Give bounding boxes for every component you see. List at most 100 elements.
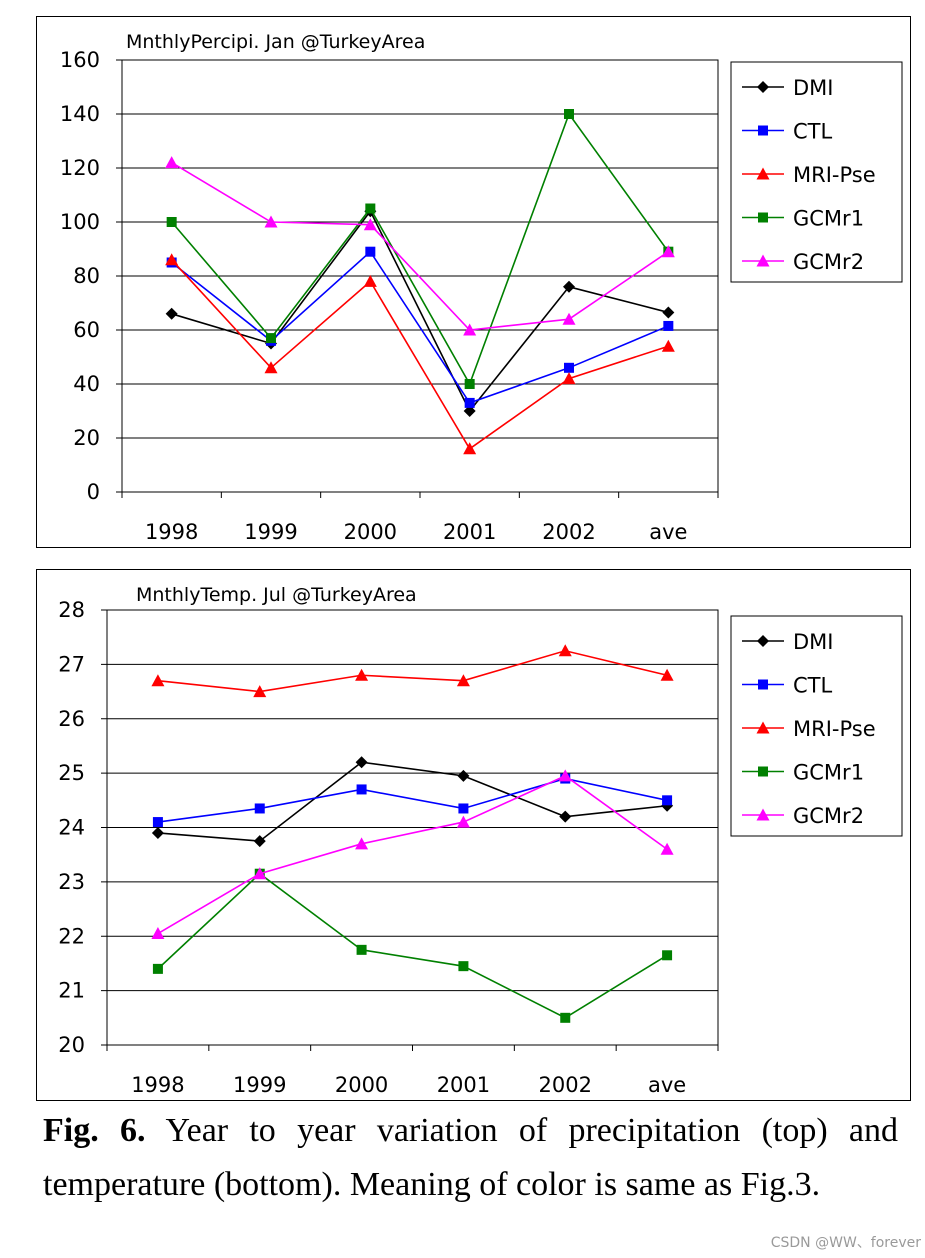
data-point-gcmr1 — [464, 379, 475, 389]
data-point-gcmr1 — [166, 217, 177, 227]
y-tick-label: 24 — [58, 816, 85, 840]
temperature-chart: MnthlyTemp. Jul @TurkeyArea 20 21 22 23 24 25 2… — [58, 584, 903, 1097]
legend-marker — [757, 635, 769, 647]
legend-item-gcmr2: GCMr2 — [742, 804, 864, 828]
watermark: CSDN @WW、forever — [770, 1235, 921, 1251]
legend-marker — [758, 212, 768, 223]
data-point-gcmr1 — [365, 203, 376, 214]
data-point-mri-pse — [660, 668, 674, 681]
x-tick-label: 2001 — [443, 520, 496, 544]
data-point-gcmr2 — [151, 927, 165, 940]
data-point-gcmr2 — [660, 842, 674, 855]
data-point-gcmr1 — [356, 944, 367, 955]
legend-item-ctl: CTL — [742, 674, 832, 698]
data-point-gcmr1 — [458, 961, 469, 972]
data-point-dmi — [559, 810, 572, 823]
y-tick-label: 160 — [60, 48, 100, 72]
data-point-mri-pse — [363, 274, 377, 287]
x-tick-label: ave — [648, 1073, 686, 1097]
data-point-mri-pse — [264, 361, 278, 374]
data-point-gcmr2 — [253, 867, 267, 880]
y-tick-label: 23 — [58, 870, 85, 894]
series-line-mri-pse — [171, 259, 669, 450]
y-tick-label: 28 — [58, 598, 85, 622]
x-tick-label: 1998 — [145, 520, 198, 544]
x-tick-label: 2002 — [542, 520, 595, 544]
series-gcmr2 — [165, 156, 675, 336]
y-tick-label: 20 — [58, 1033, 85, 1057]
data-point-ctl — [564, 362, 574, 373]
data-point-gcmr1 — [152, 963, 163, 974]
precipitation-chart-panel: MnthlyPercipi. Jan @TurkeyArea 0 20 40 60 80 1… — [36, 16, 911, 548]
data-point-ctl — [356, 784, 367, 795]
data-point-ctl — [458, 803, 469, 814]
legend-label: CTL — [793, 674, 832, 698]
data-point-gcmr1 — [266, 333, 276, 344]
legend-marker — [758, 125, 768, 136]
x-tick-label: 1999 — [233, 1073, 286, 1097]
legend-box — [730, 61, 903, 283]
series-line-gcmr1 — [171, 112, 669, 386]
data-point-dmi — [457, 769, 470, 782]
y-tick-label: 100 — [60, 210, 100, 234]
chart-title: MnthlyPercipi. Jan @TurkeyArea — [126, 31, 425, 53]
legend-item-dmi: DMI — [742, 630, 833, 654]
series-line-gcmr1 — [157, 872, 668, 1019]
data-point-gcmr1 — [662, 950, 673, 961]
caption-text: Year to year variation of precipitation … — [43, 1112, 898, 1203]
legend: DMI CTL MRI-Pse GCMr1 GCMr2 — [730, 615, 903, 837]
legend: DMI CTL MRI-Pse GCMr1 GCMr2 — [730, 61, 903, 283]
data-point-dmi — [662, 306, 675, 319]
legend-label: GCMr2 — [793, 804, 864, 828]
legend-label: MRI-Pse — [793, 163, 876, 187]
y-tick-label: 80 — [73, 264, 100, 288]
legend-marker — [756, 167, 770, 180]
data-point-mri-pse — [562, 372, 576, 385]
y-tick-label: 27 — [58, 652, 85, 676]
legend-item-ctl: CTL — [742, 120, 832, 144]
series-line-ctl — [171, 250, 669, 404]
series-gcmr1 — [166, 109, 674, 389]
data-point-mri-pse — [355, 668, 369, 681]
data-point-dmi — [355, 756, 368, 769]
series-gcmr2 — [151, 769, 674, 940]
y-tick-label: 0 — [87, 480, 100, 504]
y-tick-label: 21 — [58, 979, 85, 1003]
x-tick-label: 2001 — [437, 1073, 490, 1097]
data-point-mri-pse — [661, 339, 675, 352]
legend-item-gcmr1: GCMr1 — [742, 761, 864, 785]
y-tick-label: 140 — [60, 102, 100, 126]
data-point-mri-pse — [558, 644, 572, 657]
data-point-ctl — [254, 803, 265, 814]
legend-label: DMI — [793, 630, 833, 654]
temperature-chart-panel: MnthlyTemp. Jul @TurkeyArea 20 21 22 23 24 25 2… — [36, 569, 911, 1101]
series-ctl — [152, 773, 673, 828]
data-point-ctl — [152, 817, 163, 828]
series-line-gcmr2 — [157, 774, 668, 935]
x-tick-label: 2000 — [335, 1073, 388, 1097]
legend-label: GCMr1 — [793, 207, 864, 231]
chart-title: MnthlyTemp. Jul @TurkeyArea — [136, 584, 417, 606]
series-line-ctl — [157, 777, 668, 823]
series-line-dmi — [157, 761, 668, 842]
x-tick-label: 2002 — [539, 1073, 592, 1097]
data-point-dmi — [165, 307, 178, 320]
data-point-dmi — [253, 835, 266, 848]
x-tick-label: 2000 — [344, 520, 397, 544]
series-line-gcmr2 — [171, 161, 669, 331]
legend-marker — [756, 721, 770, 734]
legend-marker — [758, 766, 768, 777]
y-tick-label: 60 — [73, 318, 100, 342]
figure-caption: Fig. 6. Year to year variation of precip… — [43, 1104, 898, 1212]
series-mri-pse — [151, 644, 674, 698]
data-point-dmi — [563, 280, 575, 293]
legend-item-mri-pse: MRI-Pse — [742, 163, 876, 187]
legend-item-dmi: DMI — [742, 76, 833, 100]
legend-label: DMI — [793, 76, 833, 100]
data-point-gcmr1 — [564, 109, 574, 119]
data-point-gcmr2 — [456, 815, 470, 828]
series-gcmr1 — [152, 868, 673, 1023]
legend-marker — [758, 679, 768, 690]
legend-marker — [756, 808, 770, 821]
data-point-ctl — [365, 246, 376, 257]
